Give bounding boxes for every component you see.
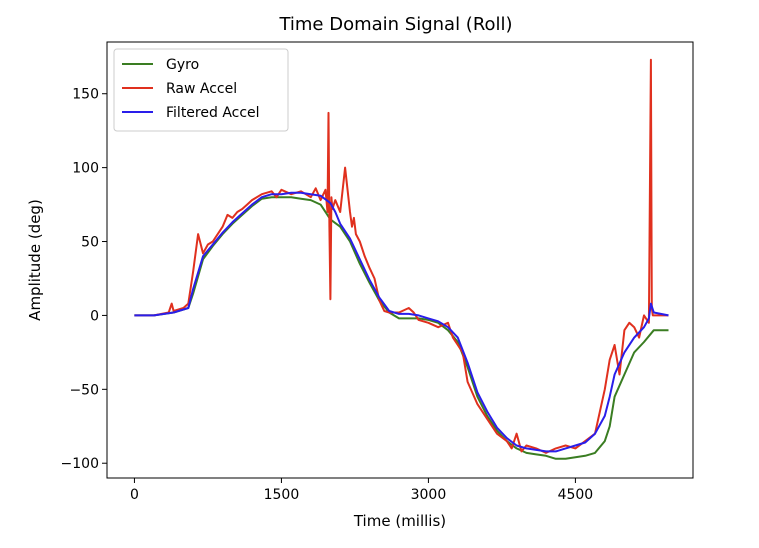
legend: Gyro Raw Accel Filtered Accel (113, 48, 289, 132)
x-tick-label: 4500 (558, 487, 594, 503)
series-line-filtered-accel (134, 191, 669, 453)
y-axis: −100 −50 0 50 100 150 (61, 87, 107, 472)
y-tick-label: 100 (72, 161, 99, 177)
y-tick-label: 150 (72, 87, 99, 103)
y-axis-label: Amplitude (deg) (26, 199, 44, 321)
x-axis: 0 1500 3000 4500 (130, 478, 593, 503)
x-tick-label: 1500 (264, 487, 300, 503)
x-tick-label: 0 (130, 487, 139, 503)
y-tick-label: −100 (61, 456, 99, 472)
legend-box (113, 48, 289, 132)
y-tick-label: 0 (90, 308, 99, 324)
plot-area (106, 41, 694, 479)
y-tick-label: −50 (69, 382, 99, 398)
plot-frame (106, 41, 694, 479)
legend-label-filtered-accel: Filtered Accel (166, 105, 260, 121)
legend-label-gyro: Gyro (166, 57, 199, 73)
series-lines (134, 58, 669, 460)
chart-title: Time Domain Signal (Roll) (278, 14, 512, 35)
legend-items: Gyro Raw Accel Filtered Accel (122, 57, 260, 121)
series-line-gyro (134, 196, 669, 460)
y-tick-label: 50 (81, 235, 99, 251)
series-line-raw-accel (134, 58, 669, 454)
legend-label-raw-accel: Raw Accel (166, 81, 237, 97)
x-axis-label: Time (millis) (353, 512, 446, 530)
x-tick-label: 3000 (411, 487, 447, 503)
